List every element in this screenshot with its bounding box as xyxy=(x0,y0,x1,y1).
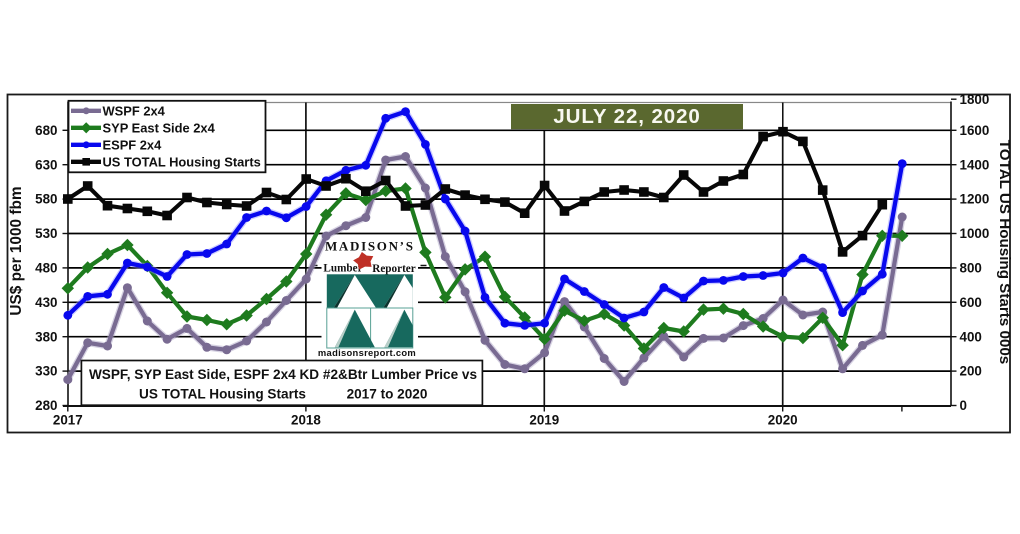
svg-text:1600: 1600 xyxy=(960,123,990,138)
svg-text:2017: 2017 xyxy=(53,413,83,428)
svg-text:1400: 1400 xyxy=(960,157,990,172)
svg-text:Lumber: Lumber xyxy=(323,263,362,275)
svg-text:280: 280 xyxy=(35,398,57,413)
svg-text:530: 530 xyxy=(35,226,57,241)
svg-text:2017 to 2020: 2017 to 2020 xyxy=(347,387,428,402)
svg-text:WSPF 2x4: WSPF 2x4 xyxy=(103,104,166,119)
svg-text:MADISON’S: MADISON’S xyxy=(325,238,415,253)
svg-text:1000: 1000 xyxy=(960,226,990,241)
svg-text:JULY 22, 2020: JULY 22, 2020 xyxy=(553,105,700,128)
svg-text:Reporter: Reporter xyxy=(372,263,416,275)
svg-text:2020: 2020 xyxy=(768,413,798,428)
svg-text:madisonsreport.com: madisonsreport.com xyxy=(318,347,416,358)
svg-text:200: 200 xyxy=(960,364,982,379)
svg-text:2019: 2019 xyxy=(529,413,559,428)
svg-text:430: 430 xyxy=(35,295,57,310)
svg-text:630: 630 xyxy=(35,157,57,172)
svg-text:400: 400 xyxy=(960,329,982,344)
svg-text:TOTAL US Housing Starts 000s: TOTAL US Housing Starts 000s xyxy=(996,140,1013,365)
svg-text:600: 600 xyxy=(960,295,982,310)
svg-text:0: 0 xyxy=(960,398,967,413)
svg-text:WSPF, SYP East Side, ESPF 2x4: WSPF, SYP East Side, ESPF 2x4 KD #2&Btr … xyxy=(89,367,477,382)
svg-text:US TOTAL Housing Starts: US TOTAL Housing Starts xyxy=(103,155,261,170)
svg-text:330: 330 xyxy=(35,364,57,379)
svg-text:1200: 1200 xyxy=(960,192,990,207)
svg-text:1800: 1800 xyxy=(960,92,990,107)
svg-text:US TOTAL Housing Starts: US TOTAL Housing Starts xyxy=(139,387,306,402)
svg-text:380: 380 xyxy=(35,329,57,344)
svg-text:SYP East Side 2x4: SYP East Side 2x4 xyxy=(103,121,216,136)
svg-text:2018: 2018 xyxy=(291,413,321,428)
svg-text:US$ per 1000 fbm: US$ per 1000 fbm xyxy=(8,186,25,315)
svg-text:680: 680 xyxy=(35,123,57,138)
svg-text:580: 580 xyxy=(35,192,57,207)
svg-text:ESPF 2x4: ESPF 2x4 xyxy=(103,138,163,153)
svg-text:480: 480 xyxy=(35,261,57,276)
svg-text:800: 800 xyxy=(960,261,982,276)
